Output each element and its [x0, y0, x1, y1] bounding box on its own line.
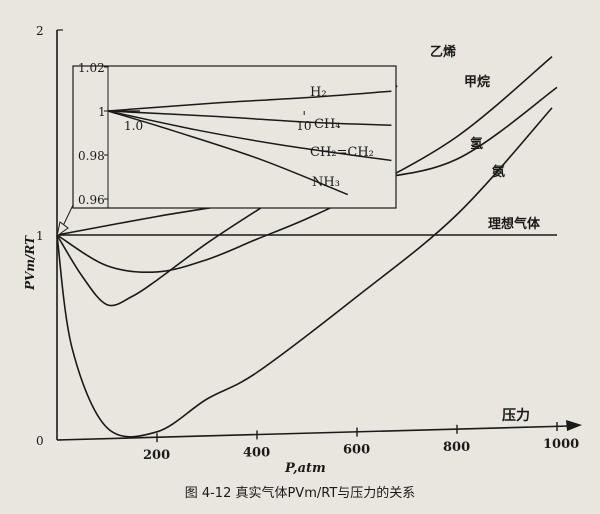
x-tick-label: 800 [443, 440, 470, 455]
inset-ch4-curve [107, 110, 392, 127]
figure-caption: 图 4-12 真实气体PVm/RT与压力的关系 [184, 486, 416, 501]
y-tick-label: 2 [36, 24, 44, 38]
y-tick-label: 1 [36, 229, 44, 243]
inset-ch4-curve-label: CH₄ [314, 117, 341, 132]
inset-pointer-arrowhead [56, 221, 69, 238]
x-axis-arrowhead [566, 420, 582, 431]
x-tick-label: 600 [343, 443, 370, 458]
inset-h2-curve [107, 90, 392, 112]
inset-pointer-arrow [61, 204, 74, 229]
x-axis [56, 425, 571, 441]
inset-y-tick-label: 1.02 [78, 61, 105, 75]
inset-y-tick-label: 1 [98, 105, 106, 119]
inset-y-tick-label: 0.96 [78, 193, 105, 207]
y-tick-label: 0 [36, 434, 44, 448]
methane-curve [56, 55, 553, 274]
inset-ethylene-curve-label: CH₂=CH₂ [310, 145, 374, 160]
inset-nh3-curve-label: NH₃ [312, 175, 340, 190]
x-tick-label: 200 [143, 448, 170, 463]
ammonia-curve [56, 107, 553, 438]
x-axis-arrow-label: 压力 [502, 407, 530, 424]
x-axis-title: P,atm [284, 461, 326, 476]
y-axis-title: PVm/RT [23, 235, 37, 291]
inset-x-tick-label: 1.0 [124, 119, 143, 133]
inset-y-tick-label: 0.98 [78, 149, 105, 163]
ideal-gas-line-label: 理想气体 [488, 216, 541, 232]
ethylene-curve-label: 乙烯 [430, 44, 456, 60]
inset-nh3-curve [107, 110, 349, 196]
x-tick-label: 400 [243, 445, 270, 460]
ammonia-curve-label: 氨 [491, 164, 505, 180]
x-tick-label: 1000 [543, 437, 579, 452]
methane-curve-label: 甲烷 [464, 74, 490, 90]
inset-h2-curve-label: H₂ [310, 85, 327, 100]
hydrogen-curve-label: 氢 [470, 136, 483, 152]
inset-ethylene-curve [107, 110, 392, 162]
